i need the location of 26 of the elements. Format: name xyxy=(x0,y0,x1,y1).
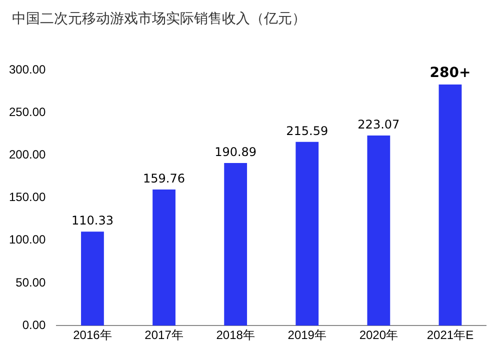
y-tick-label: 300.00 xyxy=(9,62,46,76)
x-tick-label: 2020年 xyxy=(359,328,398,342)
data-label: 110.33 xyxy=(71,214,114,228)
data-label: 159.76 xyxy=(143,172,186,186)
data-label: 223.07 xyxy=(358,118,400,132)
y-tick-label: 200.00 xyxy=(9,148,46,162)
data-label: 215.59 xyxy=(286,124,328,138)
x-tick-label: 2019年 xyxy=(288,328,326,342)
bar xyxy=(296,142,319,326)
y-tick-label: 250.00 xyxy=(9,104,46,119)
bar xyxy=(152,189,176,326)
y-tick-label: 100.00 xyxy=(9,232,46,247)
x-tick-label: 2018年 xyxy=(216,328,255,342)
x-tick-label: 2016年 xyxy=(73,328,112,342)
bar xyxy=(224,162,248,326)
y-tick-label: 150.00 xyxy=(9,190,46,204)
y-tick-label: 50.00 xyxy=(16,275,46,290)
chart-title: 中国二次元移动游戏市场实际销售收入（亿元） xyxy=(12,10,306,28)
bar xyxy=(438,84,462,326)
data-label: 280+ xyxy=(430,65,471,82)
bar xyxy=(81,232,104,326)
bar xyxy=(367,136,390,326)
y-tick-label: 0.00 xyxy=(22,318,46,332)
x-tick-label: 2017年 xyxy=(144,328,184,342)
data-label: 190.89 xyxy=(214,145,257,160)
x-tick-label: 2021年E xyxy=(426,328,474,342)
